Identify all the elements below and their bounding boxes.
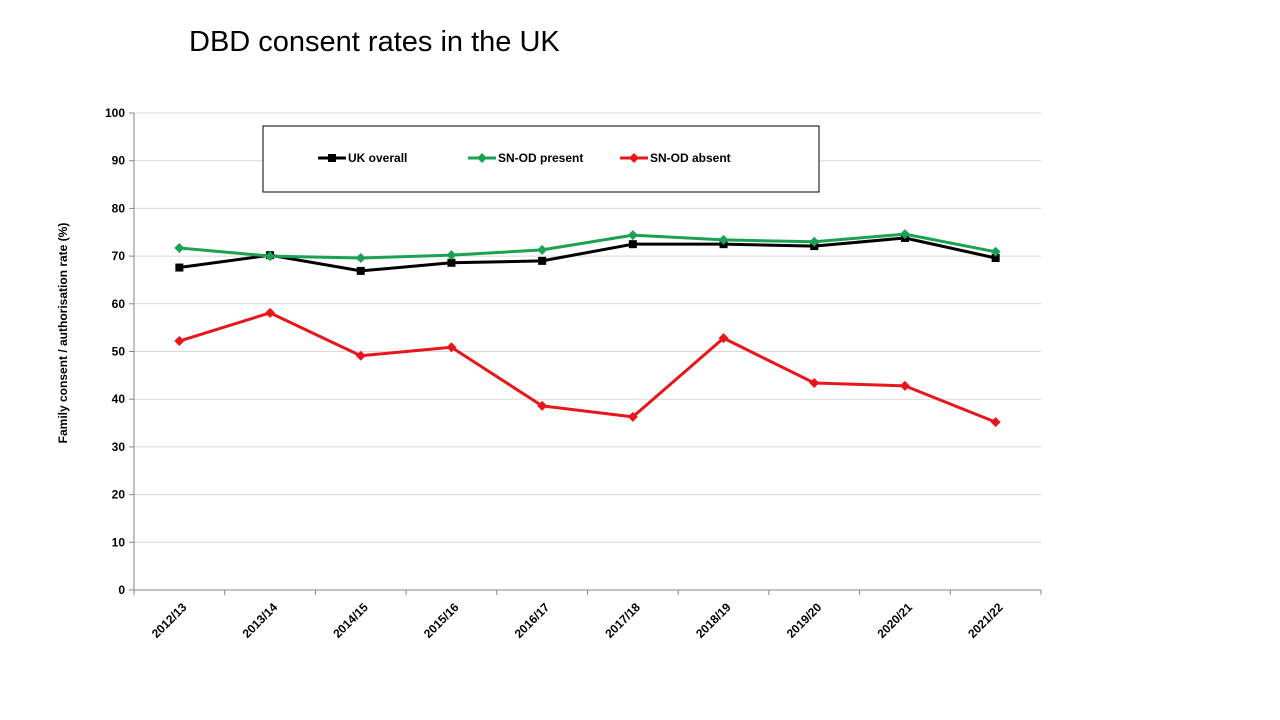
axes	[129, 112, 1042, 595]
x-tick-labels: 2012/13 2013/14 2014/15 2015/16 2016/17 2017/…	[149, 600, 1006, 641]
series-line	[179, 232, 996, 260]
data-point	[628, 240, 637, 249]
chart-title: DBD consent rates in the UK	[189, 26, 560, 58]
data-point	[447, 258, 456, 267]
series-sn-od-present	[174, 229, 1001, 264]
data-point	[356, 266, 365, 275]
data-point	[355, 253, 366, 264]
legend-item: SN-OD present	[468, 151, 583, 165]
y-tick-label: 30	[112, 440, 126, 454]
data-point	[446, 342, 457, 353]
y-axis-title: Family consent / authorisation rate (%)	[56, 223, 70, 444]
data-point	[991, 254, 1000, 263]
x-tick-label: 2021/22	[965, 600, 1006, 641]
x-tick-label: 2020/21	[874, 600, 915, 641]
y-tick-label: 10	[112, 535, 126, 549]
y-tick-label: 40	[112, 392, 126, 406]
y-tick-label: 60	[112, 297, 126, 311]
data-point	[174, 242, 185, 253]
series-group	[174, 229, 1001, 428]
data-point	[175, 263, 184, 272]
legend-label: UK overall	[348, 151, 407, 165]
data-point	[718, 333, 729, 344]
series-uk-overall	[175, 233, 1000, 275]
y-tick-label: 90	[112, 154, 126, 168]
data-point	[537, 244, 548, 255]
x-tick-label: 2016/17	[512, 600, 553, 641]
legend-label: SN-OD absent	[650, 151, 731, 165]
y-tick-label: 80	[112, 201, 126, 215]
data-point	[446, 250, 457, 261]
data-point	[265, 307, 276, 318]
legend-marker	[328, 154, 336, 162]
data-point	[537, 400, 548, 411]
y-tick-label: 0	[118, 583, 125, 597]
legend-marker	[629, 153, 639, 163]
legend-item: UK overall	[318, 151, 407, 165]
data-point	[718, 234, 729, 245]
series-sn-od-absent	[174, 307, 1001, 428]
series-line	[179, 236, 996, 273]
y-tick-label: 20	[112, 488, 126, 502]
y-tick-label: 100	[105, 106, 125, 120]
legend-label: SN-OD present	[498, 151, 583, 165]
x-tick-label: 2018/19	[693, 600, 734, 641]
y-tick-labels: 0 10 20 30 40 50 60 70 80 90 100	[105, 106, 125, 597]
data-point	[355, 350, 366, 361]
y-tick-label: 70	[112, 249, 126, 263]
data-point	[627, 411, 638, 422]
legend-box	[262, 125, 820, 193]
data-point	[990, 417, 1001, 428]
data-point	[990, 246, 1001, 257]
data-point	[809, 236, 820, 247]
legend-item: SN-OD absent	[620, 151, 731, 165]
y-tick-label: 50	[112, 345, 126, 359]
x-tick-label: 2019/20	[784, 600, 825, 641]
x-tick-label: 2012/13	[149, 600, 190, 641]
data-point	[174, 336, 185, 347]
data-point	[627, 230, 638, 241]
data-point	[809, 377, 820, 388]
legend-marker	[477, 153, 487, 163]
series-line	[178, 311, 997, 424]
legend: UK overall SN-OD present SN-OD absent	[262, 125, 820, 193]
x-tick-label: 2013/14	[240, 600, 281, 641]
data-point	[538, 256, 547, 265]
x-tick-label: 2015/16	[421, 600, 462, 641]
data-point	[899, 380, 910, 391]
x-tick-label: 2017/18	[602, 600, 643, 641]
x-tick-label: 2014/15	[330, 600, 371, 641]
data-point	[265, 251, 276, 262]
data-point	[899, 229, 910, 240]
